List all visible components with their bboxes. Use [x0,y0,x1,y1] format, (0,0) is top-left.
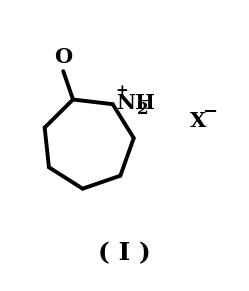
Text: X: X [190,111,206,131]
Text: +: + [116,84,128,98]
Text: 2: 2 [137,101,148,118]
Text: ( I ): ( I ) [98,241,150,265]
Text: NH: NH [116,93,155,113]
Text: −: − [202,103,218,121]
Text: O: O [54,47,72,67]
